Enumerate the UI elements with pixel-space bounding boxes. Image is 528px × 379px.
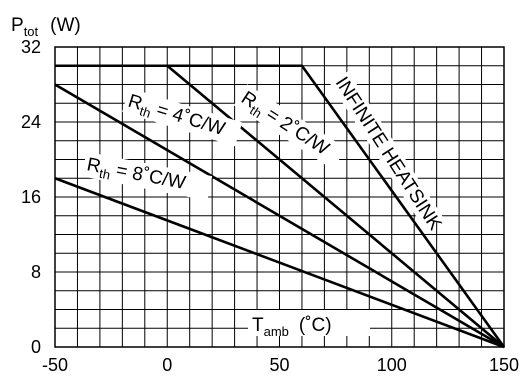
x-tick-label: 0 [162,355,172,375]
x-tick-labels: -50 0 50 100 150 [42,355,519,375]
series-line-2 [54,83,505,349]
y-axis-label-unit: (W) [50,15,81,36]
series-line-0 [55,64,506,348]
y-tick-label: 16 [21,187,41,207]
y-tick-label: 0 [31,337,41,357]
series-line-3 [54,177,505,349]
plot-frame [54,46,505,348]
y-axis-label-subscript: tot [24,24,39,39]
y-axis-label-symbol: P [11,15,24,36]
grid [55,47,504,347]
x-axis-label: Tamb (˚C) [252,315,332,339]
y-tick-label: 8 [31,262,41,282]
x-tick-label: 100 [377,355,407,375]
x-tick-label: 50 [269,355,289,375]
y-axis-label: Ptot (W) [11,15,81,39]
y-tick-labels: 0 8 16 24 32 [21,37,41,357]
x-tick-label: -50 [42,355,68,375]
x-axis-label-bg [248,310,370,336]
x-axis-label-subscript: amb [264,324,289,339]
series-line-1 [166,64,505,348]
x-axis-label-unit: (˚C) [299,315,332,336]
y-tick-label: 32 [21,37,41,57]
series-group [54,64,506,349]
y-tick-label: 24 [21,112,41,132]
plot-border [54,46,505,348]
x-axis-label-symbol: T [252,315,264,336]
x-tick-label: 150 [489,355,519,375]
